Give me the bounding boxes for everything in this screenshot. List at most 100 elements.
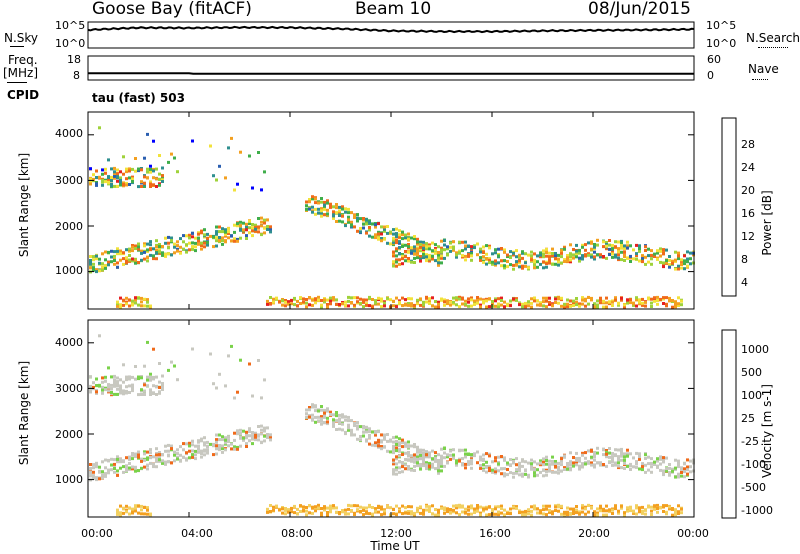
velocity-cell (257, 359, 260, 362)
velocity-cell (320, 511, 323, 515)
power-cell (617, 248, 620, 252)
velocity-cell (305, 415, 308, 419)
power-cell (110, 175, 113, 179)
velocity-cell (407, 440, 410, 444)
power-cell (149, 182, 152, 186)
velocity-cell (437, 471, 440, 475)
power-cell (476, 298, 479, 302)
power-cell (242, 228, 245, 232)
velocity-cell (401, 438, 404, 442)
velocity-cell (416, 457, 419, 461)
velocity-cell (659, 457, 662, 461)
velocity-cell (155, 453, 158, 457)
velocity-cell (146, 384, 149, 388)
velocity-cell (356, 504, 359, 508)
velocity-cell (128, 377, 131, 381)
velocity-cell (542, 468, 545, 472)
velocity-cell (200, 438, 203, 442)
velocity-cell (668, 505, 671, 509)
power-cell (569, 299, 572, 303)
velocity-cell (239, 444, 242, 448)
power-cell (593, 255, 596, 259)
velocity-cell (260, 441, 263, 445)
velocity-cell (449, 457, 452, 461)
velocity-cell (140, 466, 143, 470)
velocity-cell (557, 461, 560, 465)
power-cell (464, 244, 467, 248)
velocity-cell (635, 462, 638, 465)
velocity-cell (428, 453, 431, 457)
power-cell (263, 221, 266, 225)
velocity-cell (326, 407, 329, 411)
velocity-cell (440, 469, 443, 473)
power-cell (575, 253, 578, 257)
velocity-cell (266, 510, 269, 514)
power-cell (395, 258, 398, 262)
velocity-cell (524, 469, 527, 473)
power-cell (266, 218, 269, 222)
power-cell (425, 300, 428, 304)
velocity-cell (623, 513, 626, 517)
velocity-cell (113, 462, 116, 466)
velocity-cell (569, 460, 572, 464)
power-cell (419, 297, 422, 301)
power-cell (590, 247, 593, 251)
velocity-cell (557, 468, 560, 472)
power-cell (407, 302, 410, 305)
velocity-cell (125, 378, 128, 382)
power-cell (329, 302, 332, 306)
power-cell (89, 262, 92, 266)
velocity-cell (518, 461, 521, 465)
power-cell (224, 240, 227, 244)
power-cell (221, 230, 224, 234)
power-cell (107, 158, 110, 162)
velocity-cell (359, 505, 362, 509)
velocity-cell (434, 459, 437, 463)
velocity-cell (398, 448, 401, 452)
power-cell (497, 261, 500, 265)
velocity-cell (386, 439, 389, 443)
velocity-ytick-4000: 4000 (55, 336, 83, 349)
velocity-cell (209, 352, 212, 356)
power-cell (320, 303, 323, 307)
power-cell (146, 132, 149, 136)
velocity-cell (395, 440, 398, 444)
power-cell (170, 236, 173, 240)
power-cell (404, 298, 407, 302)
power-cell (521, 266, 524, 270)
power-cell (380, 239, 383, 243)
power-cell (308, 296, 311, 300)
power-cell (131, 302, 134, 306)
velocity-cell (428, 505, 431, 509)
power-cell (503, 248, 506, 252)
power-cell (95, 270, 98, 274)
velocity-cell (425, 450, 428, 454)
velocity-cell (515, 463, 518, 467)
velocity-cell (161, 459, 164, 463)
power-cell (542, 260, 545, 264)
power-cell (134, 296, 137, 300)
power-cell (392, 240, 395, 244)
velocity-cell (116, 380, 119, 384)
velocity-cell (440, 464, 443, 468)
velocity-cell (629, 509, 632, 513)
velocity-cell (395, 466, 398, 470)
velocity-cell (395, 472, 398, 476)
power-cell (524, 305, 527, 309)
power-cell (587, 296, 590, 299)
velocity-cell (356, 508, 359, 512)
velocity-cell (422, 448, 425, 452)
velocity-cell (443, 506, 446, 510)
power-cell (101, 183, 104, 187)
velocity-cell (131, 457, 134, 461)
velocity-cell (644, 470, 647, 474)
power-cell (647, 247, 650, 251)
velocity-cell (203, 453, 206, 457)
velocity-cell (416, 450, 419, 454)
power-cell (302, 297, 305, 301)
velocity-cell (494, 459, 497, 463)
velocity-cell (113, 378, 116, 382)
vel-cb-25: 25 (741, 412, 755, 425)
power-cell (92, 173, 95, 177)
velocity-cell (419, 505, 422, 509)
